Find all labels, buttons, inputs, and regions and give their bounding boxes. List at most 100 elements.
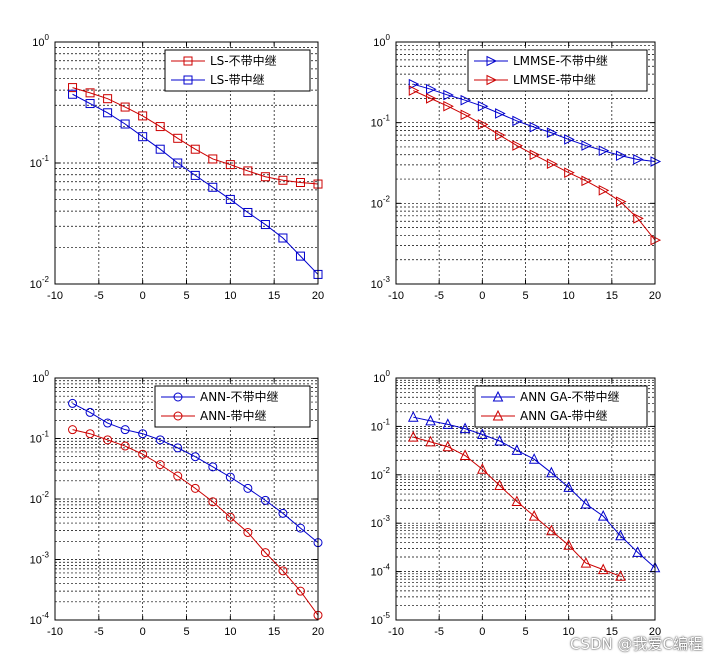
data-point (460, 94, 472, 106)
legend-marker (492, 409, 504, 421)
x-tick-label: -5 (94, 290, 104, 302)
legend-marker (173, 411, 183, 421)
data-point (511, 495, 523, 507)
data-point (425, 435, 436, 447)
data-point (443, 100, 454, 112)
data-point (528, 453, 540, 464)
series-1 (408, 78, 662, 167)
data-point (243, 207, 253, 217)
y-tick-label: 10-3 (371, 514, 391, 530)
data-point (580, 556, 592, 568)
data-point (295, 251, 305, 261)
y-tick-label: 10-1 (371, 114, 391, 130)
data-point (103, 94, 113, 104)
x-tick-label: 5 (522, 290, 528, 302)
chart-panel-1: -10 -5 0 5 10 15 20 10-2 10-1 100 LS-不带中继 LS-带中继 (30, 33, 325, 302)
legend-box (474, 385, 648, 428)
watermark: CSDN @我爱C编程 (569, 635, 703, 653)
data-point (190, 144, 200, 154)
legend: LS-不带中继 LS-带中继 (164, 49, 311, 92)
x-tick-label: 0 (140, 290, 146, 302)
data-point (495, 108, 506, 119)
data-point (477, 463, 488, 474)
x-tick-label: 5 (522, 626, 528, 638)
data-point (68, 89, 78, 99)
data-point (278, 175, 288, 185)
data-point (295, 177, 305, 187)
legend: LMMSE-不带中继 LMMSE-带中继 (467, 49, 648, 92)
y-tick-label: 100 (373, 33, 390, 49)
x-tick-label: -10 (388, 290, 404, 302)
data-point (208, 497, 218, 507)
data-point (243, 527, 253, 537)
legend-marker (183, 56, 193, 66)
y-tick-label: 10-4 (30, 611, 50, 627)
data-point (278, 233, 288, 243)
data-point (295, 523, 305, 533)
data-point (598, 185, 610, 196)
data-point (529, 121, 541, 133)
data-point (477, 119, 489, 130)
data-point (155, 122, 165, 132)
x-tick-label: 5 (183, 626, 189, 638)
legend: ANN-不带中继 ANN-带中继 (154, 385, 311, 428)
y-tick-label: 100 (373, 369, 390, 385)
y-tick-label: 10-2 (371, 194, 391, 210)
data-point (581, 140, 593, 151)
data-point (581, 175, 593, 187)
data-point (546, 127, 558, 139)
data-point (564, 134, 575, 145)
data-point (155, 460, 165, 470)
data-point (426, 83, 437, 95)
y-tick-label: 10-3 (371, 275, 391, 291)
data-point (408, 85, 420, 96)
x-tick-label: -5 (434, 626, 444, 638)
data-point (633, 154, 644, 165)
data-point (68, 425, 78, 435)
legend-label: LMMSE-不带中继 (513, 53, 608, 68)
series-line (72, 93, 319, 275)
series-1 (68, 398, 323, 548)
data-point (85, 99, 95, 109)
series-line (72, 87, 319, 185)
data-point (173, 133, 183, 143)
data-point (615, 150, 627, 161)
data-point (546, 524, 557, 536)
data-point (407, 411, 419, 422)
x-tick-label: -10 (47, 290, 63, 302)
data-point (563, 481, 574, 492)
y-tick-label: 10-2 (30, 490, 50, 506)
data-point (173, 443, 183, 453)
data-point (190, 483, 200, 493)
data-point (155, 435, 165, 445)
data-point (563, 539, 574, 550)
data-point (408, 78, 420, 90)
data-point (68, 83, 78, 93)
data-point (564, 167, 575, 178)
chart-panel-2: -10 -5 0 5 10 15 2010-310-210-1100LMMSE-不带中继LM… (371, 33, 662, 302)
x-tick-label: -5 (94, 626, 104, 638)
series-line (413, 90, 656, 241)
data-point (528, 510, 540, 521)
data-point (597, 510, 609, 521)
data-point (103, 435, 113, 445)
data-point (615, 570, 626, 581)
data-point (459, 449, 471, 461)
x-tick-label: 15 (606, 290, 618, 302)
data-point (173, 471, 183, 481)
data-point (138, 111, 148, 121)
data-point (459, 422, 471, 434)
data-point (68, 398, 78, 408)
data-point (243, 483, 253, 493)
x-tick-label: 10 (563, 290, 575, 302)
series-line (413, 436, 621, 577)
x-tick-label: 15 (268, 626, 280, 638)
chart-panel-3: -10 -5 0 5 10 15 20 10-4 10-3 10-2 10-1 100 ANN-不带中继… (30, 369, 325, 638)
data-point (85, 429, 95, 439)
x-tick-label: 0 (140, 626, 146, 638)
data-point (120, 119, 130, 129)
data-point (138, 449, 148, 459)
data-point (477, 428, 488, 440)
data-point (495, 129, 506, 141)
